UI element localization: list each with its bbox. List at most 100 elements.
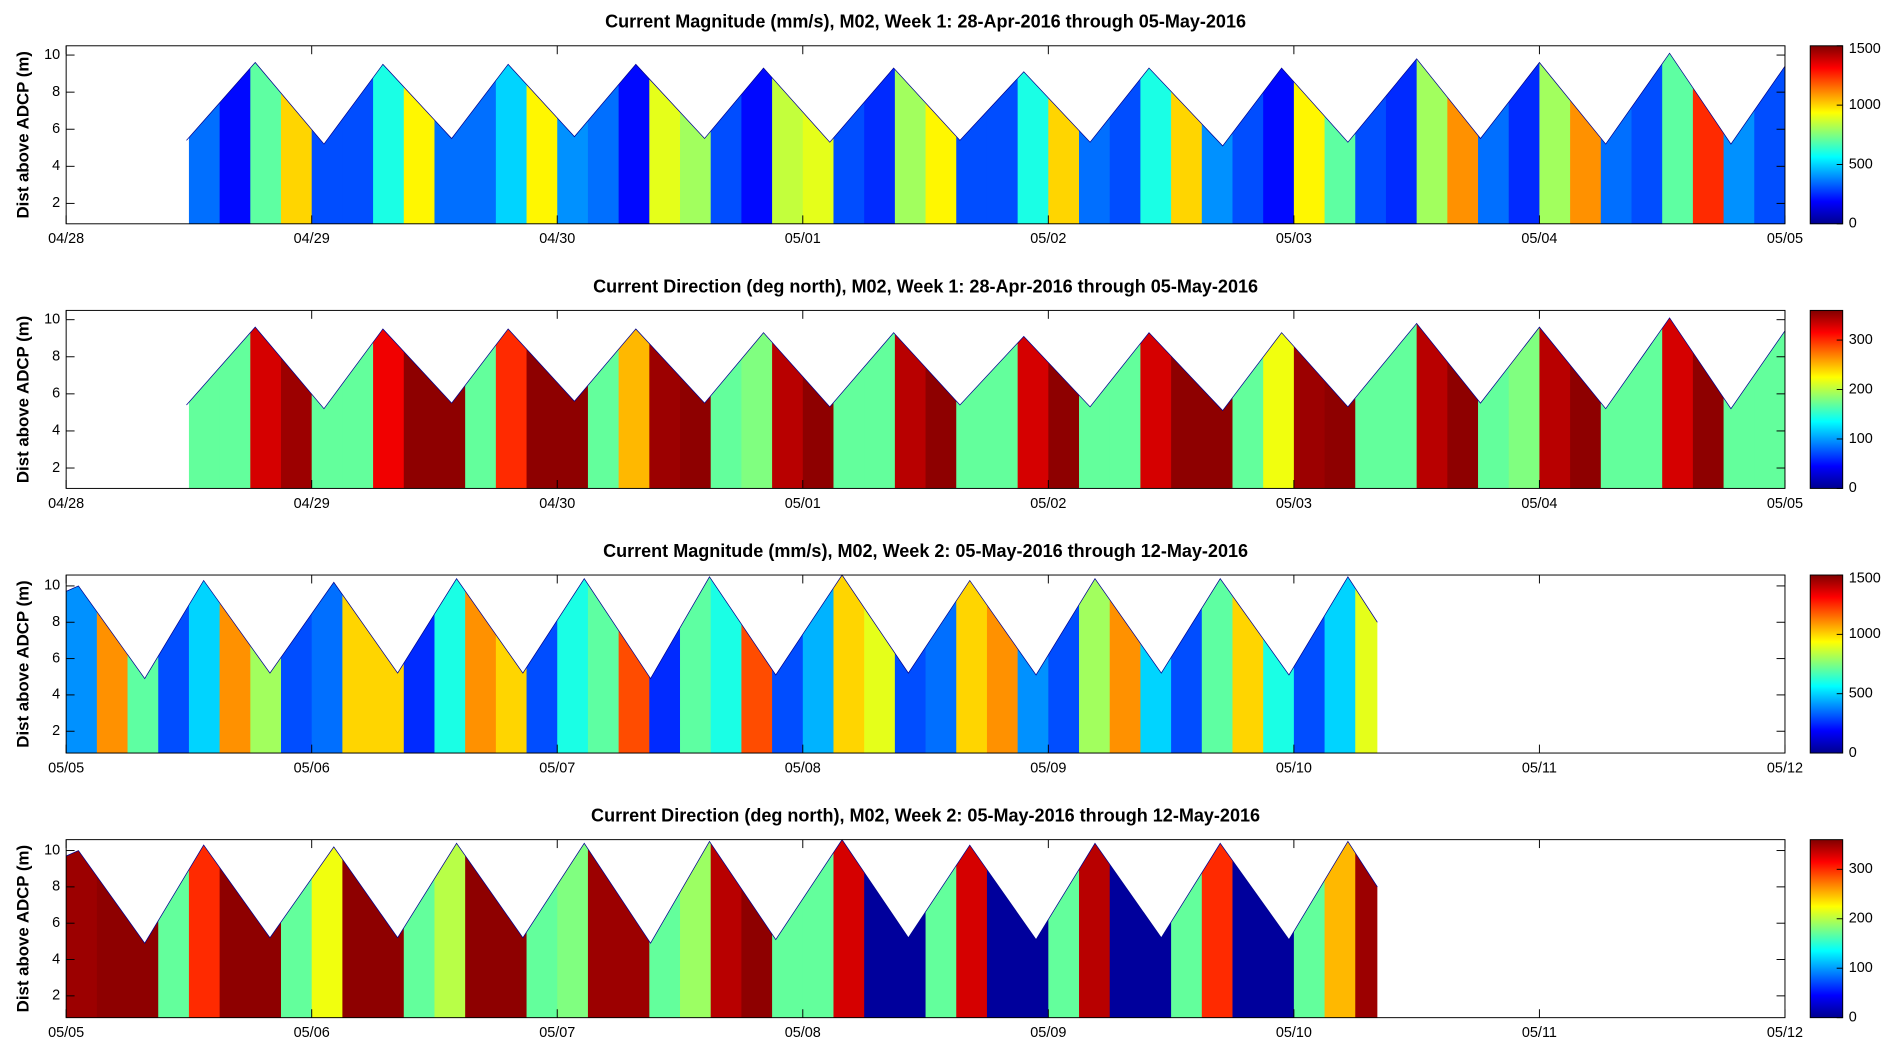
y-tick-label: 4: [52, 423, 60, 439]
cell: [925, 317, 957, 489]
cell: [403, 53, 435, 224]
cell: [1631, 53, 1663, 224]
cell: [434, 839, 466, 1018]
panel-title: Current Direction (deg north), M02, Week…: [591, 806, 1260, 826]
y-tick-label: 4: [52, 951, 60, 967]
y-tick-label: 8: [52, 349, 60, 365]
colorbar-tick-label: 1500: [1849, 41, 1881, 57]
cell: [526, 53, 558, 224]
cell: [219, 839, 251, 1018]
cell: [986, 575, 1019, 754]
colorbar-tick-label: 0: [1849, 745, 1857, 761]
cell: [1508, 317, 1540, 489]
cell: [772, 575, 804, 754]
x-tick-label: 05/05: [1767, 496, 1803, 512]
y-tick-label: 10: [44, 578, 60, 594]
x-tick-label: 04/30: [539, 231, 575, 247]
cell: [1293, 575, 1326, 754]
x-tick-label: 05/12: [1767, 760, 1803, 776]
x-tick-label: 05/07: [539, 760, 575, 776]
cell: [96, 575, 129, 754]
plot-frame: [65, 574, 1786, 754]
cell: [802, 317, 834, 489]
cell: [1324, 839, 1356, 1018]
cell: [465, 53, 497, 224]
cell: [250, 575, 282, 754]
cell: [680, 317, 712, 489]
surface-outline: [186, 52, 1786, 147]
y-tick-label: 8: [52, 84, 60, 100]
cell: [618, 53, 650, 224]
x-tick-label: 05/04: [1521, 231, 1557, 247]
cell: [1263, 575, 1295, 754]
cell: [188, 839, 221, 1018]
cell: [894, 839, 927, 1018]
cell: [495, 575, 528, 754]
x-tick-label: 05/05: [48, 1025, 84, 1041]
y-tick-label: 6: [52, 121, 60, 137]
cell: [1600, 53, 1632, 224]
cell: [1293, 839, 1326, 1018]
panel: Current Direction (deg north), M02, Week…: [14, 276, 1873, 512]
colorbar-tick-label: 100: [1849, 431, 1873, 447]
cell: [1263, 317, 1295, 489]
cell: [281, 317, 313, 489]
cell: [802, 53, 834, 224]
cell: [1109, 575, 1141, 754]
x-tick-label: 04/28: [48, 496, 84, 512]
cell: [1048, 317, 1080, 489]
cell: [956, 575, 988, 754]
cell: [311, 839, 343, 1018]
colorbar-tick-label: 200: [1849, 381, 1873, 397]
cell: [772, 53, 804, 224]
cell: [403, 317, 435, 489]
colorbar-tick-label: 200: [1849, 911, 1873, 927]
panel: Current Direction (deg north), M02, Week…: [14, 806, 1873, 1042]
cell: [158, 839, 190, 1018]
x-tick-label: 05/08: [785, 760, 821, 776]
x-tick-label: 05/02: [1030, 231, 1066, 247]
cell: [1017, 575, 1049, 754]
cell: [1662, 317, 1694, 489]
y-tick-label: 2: [52, 723, 60, 739]
cell: [986, 53, 1019, 224]
y-tick-label: 8: [52, 614, 60, 630]
cell: [680, 53, 712, 224]
cell: [986, 839, 1019, 1018]
cell: [403, 839, 435, 1018]
cell: [618, 317, 650, 489]
x-tick-label: 05/11: [1522, 760, 1557, 776]
cell: [1201, 53, 1233, 224]
cell: [557, 839, 589, 1018]
cell: [1385, 317, 1418, 489]
cell: [1570, 53, 1602, 224]
cell: [649, 53, 681, 224]
cell: [1201, 839, 1233, 1018]
cell: [403, 575, 435, 754]
cell: [1263, 839, 1295, 1018]
surface-outline: [186, 317, 1786, 412]
cell: [1355, 317, 1387, 489]
cell: [250, 317, 282, 489]
colorbar-tick-label: 500: [1849, 156, 1873, 172]
cell: [311, 575, 343, 754]
cell: [1293, 53, 1326, 224]
x-tick-label: 05/03: [1276, 231, 1312, 247]
cell: [1079, 53, 1111, 224]
heatmap-cells: [66, 575, 1378, 754]
y-tick-label: 10: [44, 47, 60, 63]
x-tick-label: 05/10: [1276, 760, 1312, 776]
y-axis-label: Dist above ADCP (m): [14, 51, 33, 218]
colorbar: [1809, 45, 1844, 225]
y-tick-label: 10: [44, 842, 60, 858]
cell: [66, 839, 98, 1018]
cell: [1662, 53, 1694, 224]
cell: [1048, 839, 1080, 1018]
x-tick-label: 05/01: [785, 496, 821, 512]
y-tick-label: 4: [52, 687, 60, 703]
cell: [864, 53, 896, 224]
cell: [127, 839, 159, 1018]
cell: [680, 839, 712, 1018]
cell: [649, 839, 681, 1018]
